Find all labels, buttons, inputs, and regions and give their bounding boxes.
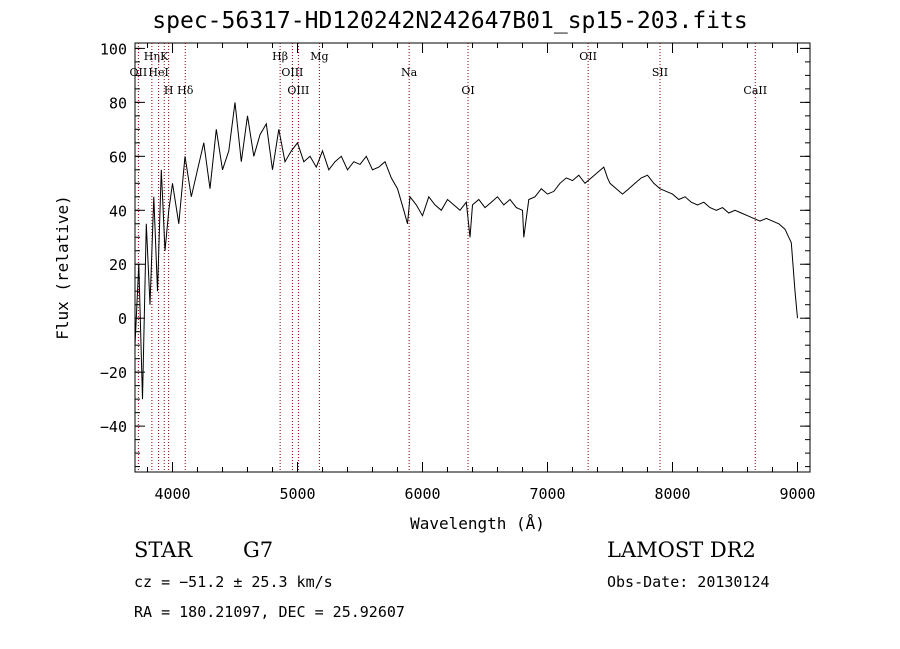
line-marker-label: OII	[130, 66, 148, 79]
line-marker-label: H	[164, 84, 174, 97]
redshift-label: cz = −51.2 ± 25.3 km/s	[134, 573, 333, 591]
line-marker-label: Hβ	[272, 50, 288, 63]
survey-label: LAMOST DR2	[607, 538, 756, 562]
y-tick-label: 20	[109, 256, 127, 274]
y-tick-label: 80	[109, 94, 127, 112]
y-tick-label: 100	[100, 40, 127, 58]
y-axis-label: Flux (relative)	[53, 195, 72, 340]
x-tick-label: 8000	[654, 485, 690, 503]
plot-frame	[134, 42, 811, 473]
line-marker-label: OIII	[287, 84, 309, 97]
line-marker-label: SII	[652, 66, 668, 79]
line-marker-label: OII	[579, 50, 597, 63]
x-tick-label: 5000	[279, 485, 315, 503]
x-tick-label: 4000	[154, 485, 190, 503]
y-tick-label: −20	[100, 364, 127, 382]
subclass-label: G7	[243, 538, 274, 562]
line-marker-label: K	[160, 50, 169, 63]
x-tick-label: 9000	[779, 485, 815, 503]
chart-title: spec-56317-HD120242N242647B01_sp15-203.f…	[152, 8, 748, 34]
line-marker-label: OIII	[281, 66, 303, 79]
line-marker-label: Na	[401, 66, 418, 79]
y-tick-label: 60	[109, 148, 127, 166]
line-marker-label: CaII	[743, 84, 767, 97]
coordinates-label: RA = 180.21097, DEC = 25.92607	[134, 603, 405, 621]
line-marker-label: OI	[461, 84, 474, 97]
y-tick-label: −40	[100, 418, 127, 436]
line-marker-label: Hδ	[177, 84, 194, 97]
y-tick-label: 0	[118, 310, 127, 328]
x-axis-label: Wavelength (Å)	[410, 514, 545, 533]
x-tick-label: 6000	[404, 485, 440, 503]
y-tick-label: 40	[109, 202, 127, 220]
line-marker-label: HeI	[148, 66, 168, 79]
spectrum-line	[134, 102, 798, 400]
line-marker-label: Mg	[310, 50, 328, 63]
obs-date-label: Obs-Date: 20130124	[607, 573, 770, 591]
object-type-label: STAR	[134, 538, 193, 562]
line-marker-label: Hη	[144, 50, 160, 63]
x-tick-label: 7000	[529, 485, 565, 503]
